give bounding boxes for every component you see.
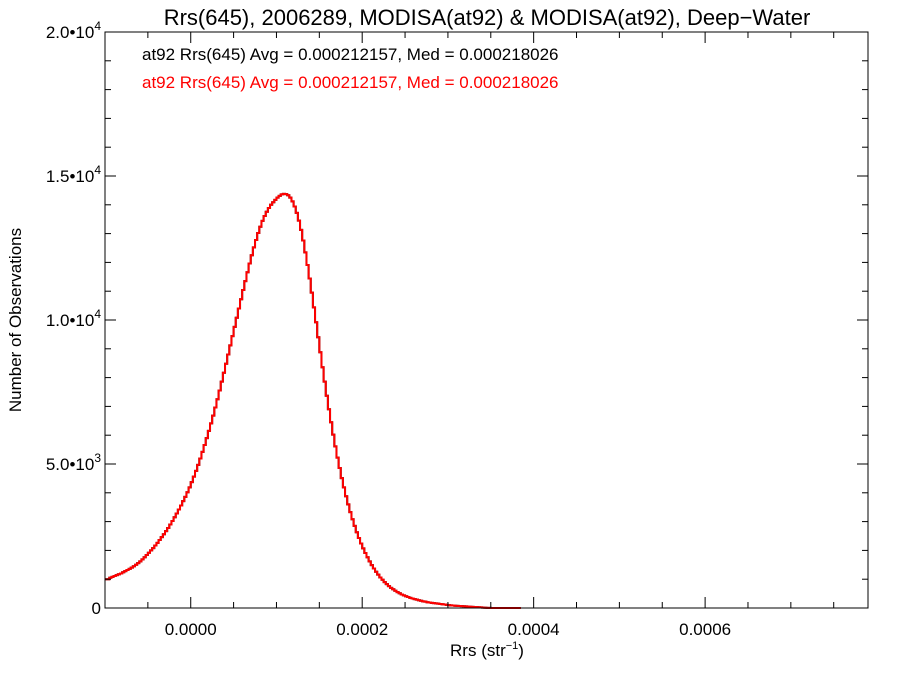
plot-area	[105, 192, 521, 609]
stats-annotation: at92 Rrs(645) Avg = 0.000212157, Med = 0…	[142, 73, 559, 92]
x-axis-label: Rrs (str−1)	[450, 640, 524, 660]
x-axis: 0.0000 0.0002 0.0004 0.0006	[104, 32, 835, 639]
histogram-series-black	[105, 192, 521, 609]
y-tick-label: 1.5•104	[46, 163, 102, 186]
x-axis-label-main: Rrs (str	[450, 641, 506, 660]
x-tick-label: 0.0002	[336, 620, 388, 639]
annotations: at92 Rrs(645) Avg = 0.000212157, Med = 0…	[142, 45, 559, 92]
x-axis-label-close: )	[518, 641, 524, 660]
y-axis: 0 5.0•103 1.0•104 1.5•104 2.0•104	[46, 19, 868, 618]
y-tick-label: 0	[92, 599, 101, 618]
x-tick-label: 0.0006	[679, 620, 731, 639]
y-axis-label: Number of Observations	[6, 228, 25, 412]
stats-annotation: at92 Rrs(645) Avg = 0.000212157, Med = 0…	[142, 45, 559, 64]
y-tick-label: 1.0•104	[46, 307, 102, 330]
histogram-series-red	[105, 192, 521, 609]
y-tick-label: 5.0•103	[46, 451, 102, 474]
chart-title: Rrs(645), 2006289, MODISA(at92) & MODISA…	[164, 5, 811, 30]
x-axis-label-superscript: −1	[506, 640, 519, 652]
y-tick-label: 2.0•104	[46, 19, 102, 42]
x-tick-label: 0.0004	[508, 620, 560, 639]
x-tick-label: 0.0000	[165, 620, 217, 639]
plot-frame	[104, 31, 869, 609]
